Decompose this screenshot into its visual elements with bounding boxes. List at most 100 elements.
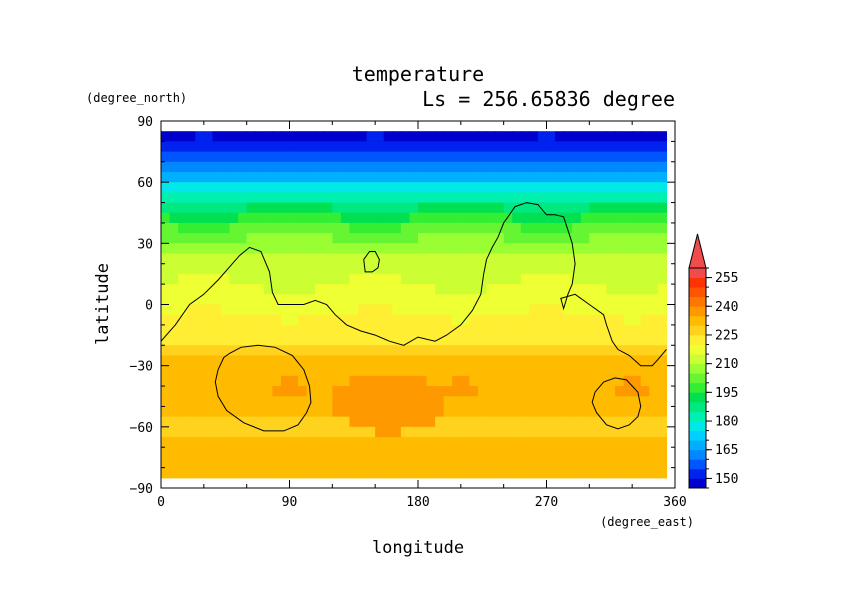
heatmap-cell — [632, 253, 642, 265]
heatmap-cell — [563, 375, 573, 387]
heatmap-cell — [220, 243, 231, 255]
heatmap-cell — [615, 416, 625, 428]
heatmap-cell — [186, 222, 196, 234]
heatmap-cell — [392, 345, 402, 357]
heatmap-cell — [263, 386, 273, 397]
heatmap-cell — [246, 335, 256, 346]
heatmap-cell — [383, 131, 393, 142]
heatmap-cell — [383, 273, 393, 285]
heatmap-cell — [495, 131, 505, 142]
heatmap-cell — [323, 131, 333, 142]
heatmap-cell — [178, 253, 188, 265]
heatmap-cell — [623, 161, 633, 173]
heatmap-cell — [529, 365, 539, 377]
heatmap-cell — [597, 365, 608, 377]
heatmap-cell — [289, 202, 299, 214]
heatmap-cell — [220, 182, 231, 193]
heatmap-cell — [298, 457, 308, 469]
heatmap-cell — [169, 304, 179, 316]
heatmap-cell — [657, 131, 668, 142]
heatmap-cell — [657, 212, 668, 224]
heatmap-cell — [229, 375, 239, 387]
heatmap-cell — [640, 192, 650, 204]
heatmap-cell — [375, 457, 385, 469]
heatmap-cell — [178, 467, 188, 479]
heatmap-cell — [203, 131, 213, 142]
heatmap-cell — [640, 284, 650, 295]
heatmap-cell — [323, 192, 333, 204]
heatmap-cell — [186, 426, 196, 438]
heatmap-cell — [246, 161, 256, 173]
heatmap-cell — [272, 263, 282, 275]
heatmap-cell — [212, 355, 222, 367]
heatmap-cell — [623, 233, 633, 244]
heatmap-cell — [186, 202, 196, 214]
heatmap-cell — [161, 447, 171, 459]
heatmap-cell — [563, 171, 573, 183]
heatmap-cell — [263, 314, 273, 326]
heatmap-cell — [349, 141, 359, 153]
heatmap-cell — [358, 426, 368, 438]
heatmap-cell — [366, 467, 376, 479]
heatmap-cell — [512, 171, 522, 183]
heatmap-cell — [418, 202, 428, 214]
heatmap-cell — [555, 222, 565, 234]
heatmap-cell — [555, 365, 565, 377]
heatmap-cell — [580, 171, 590, 183]
heatmap-cell — [358, 171, 368, 183]
heatmap-cell — [486, 457, 496, 469]
heatmap-cell — [238, 396, 248, 408]
heatmap-cell — [520, 243, 530, 255]
heatmap-cell — [383, 416, 393, 428]
heatmap-cell — [186, 171, 196, 183]
heatmap-cell — [512, 192, 522, 204]
heatmap-cell — [315, 467, 325, 479]
heatmap-cell — [178, 171, 188, 183]
heatmap-cell — [280, 131, 291, 142]
heatmap-cell — [195, 263, 205, 275]
heatmap-cell — [546, 284, 556, 295]
heatmap-cell — [495, 386, 505, 397]
heatmap-cell — [255, 437, 265, 448]
heatmap-cell — [555, 375, 565, 387]
heatmap-cell — [306, 151, 316, 163]
heatmap-cell — [392, 457, 402, 469]
heatmap-cell — [572, 171, 582, 183]
heatmap-cell — [203, 192, 213, 204]
heatmap-cell — [383, 141, 393, 153]
heatmap-cell — [495, 151, 505, 163]
heatmap-cell — [161, 243, 171, 255]
heatmap-cell — [203, 182, 213, 193]
heatmap-cell — [186, 324, 196, 336]
heatmap-cell — [220, 396, 231, 408]
heatmap-cell — [349, 253, 359, 265]
heatmap-cell — [272, 151, 282, 163]
heatmap-cell — [606, 457, 616, 469]
heatmap-cell — [486, 182, 496, 193]
heatmap-cell — [169, 324, 179, 336]
heatmap-cell — [220, 457, 231, 469]
heatmap-cell — [306, 243, 316, 255]
heatmap-cell — [392, 171, 402, 183]
heatmap-cell — [597, 314, 608, 326]
heatmap-cell — [383, 161, 393, 173]
heatmap-cell — [392, 375, 402, 387]
heatmap-cell — [426, 192, 436, 204]
heatmap-cell — [520, 467, 530, 479]
heatmap-cell — [520, 447, 530, 459]
heatmap-cell — [366, 314, 376, 326]
heatmap-cell — [418, 314, 428, 326]
heatmap-cell — [512, 212, 522, 224]
heatmap-cell — [203, 171, 213, 183]
heatmap-cell — [340, 243, 351, 255]
heatmap-cell — [306, 335, 316, 346]
heatmap-cell — [529, 426, 539, 438]
heatmap-cell — [563, 263, 573, 275]
heatmap-cell — [178, 355, 188, 367]
heatmap-cell — [375, 294, 385, 306]
heatmap-cell — [512, 202, 522, 214]
heatmap-cell — [589, 284, 599, 295]
heatmap-cell — [306, 233, 316, 244]
heatmap-cell — [358, 151, 368, 163]
heatmap-cell — [186, 161, 196, 173]
